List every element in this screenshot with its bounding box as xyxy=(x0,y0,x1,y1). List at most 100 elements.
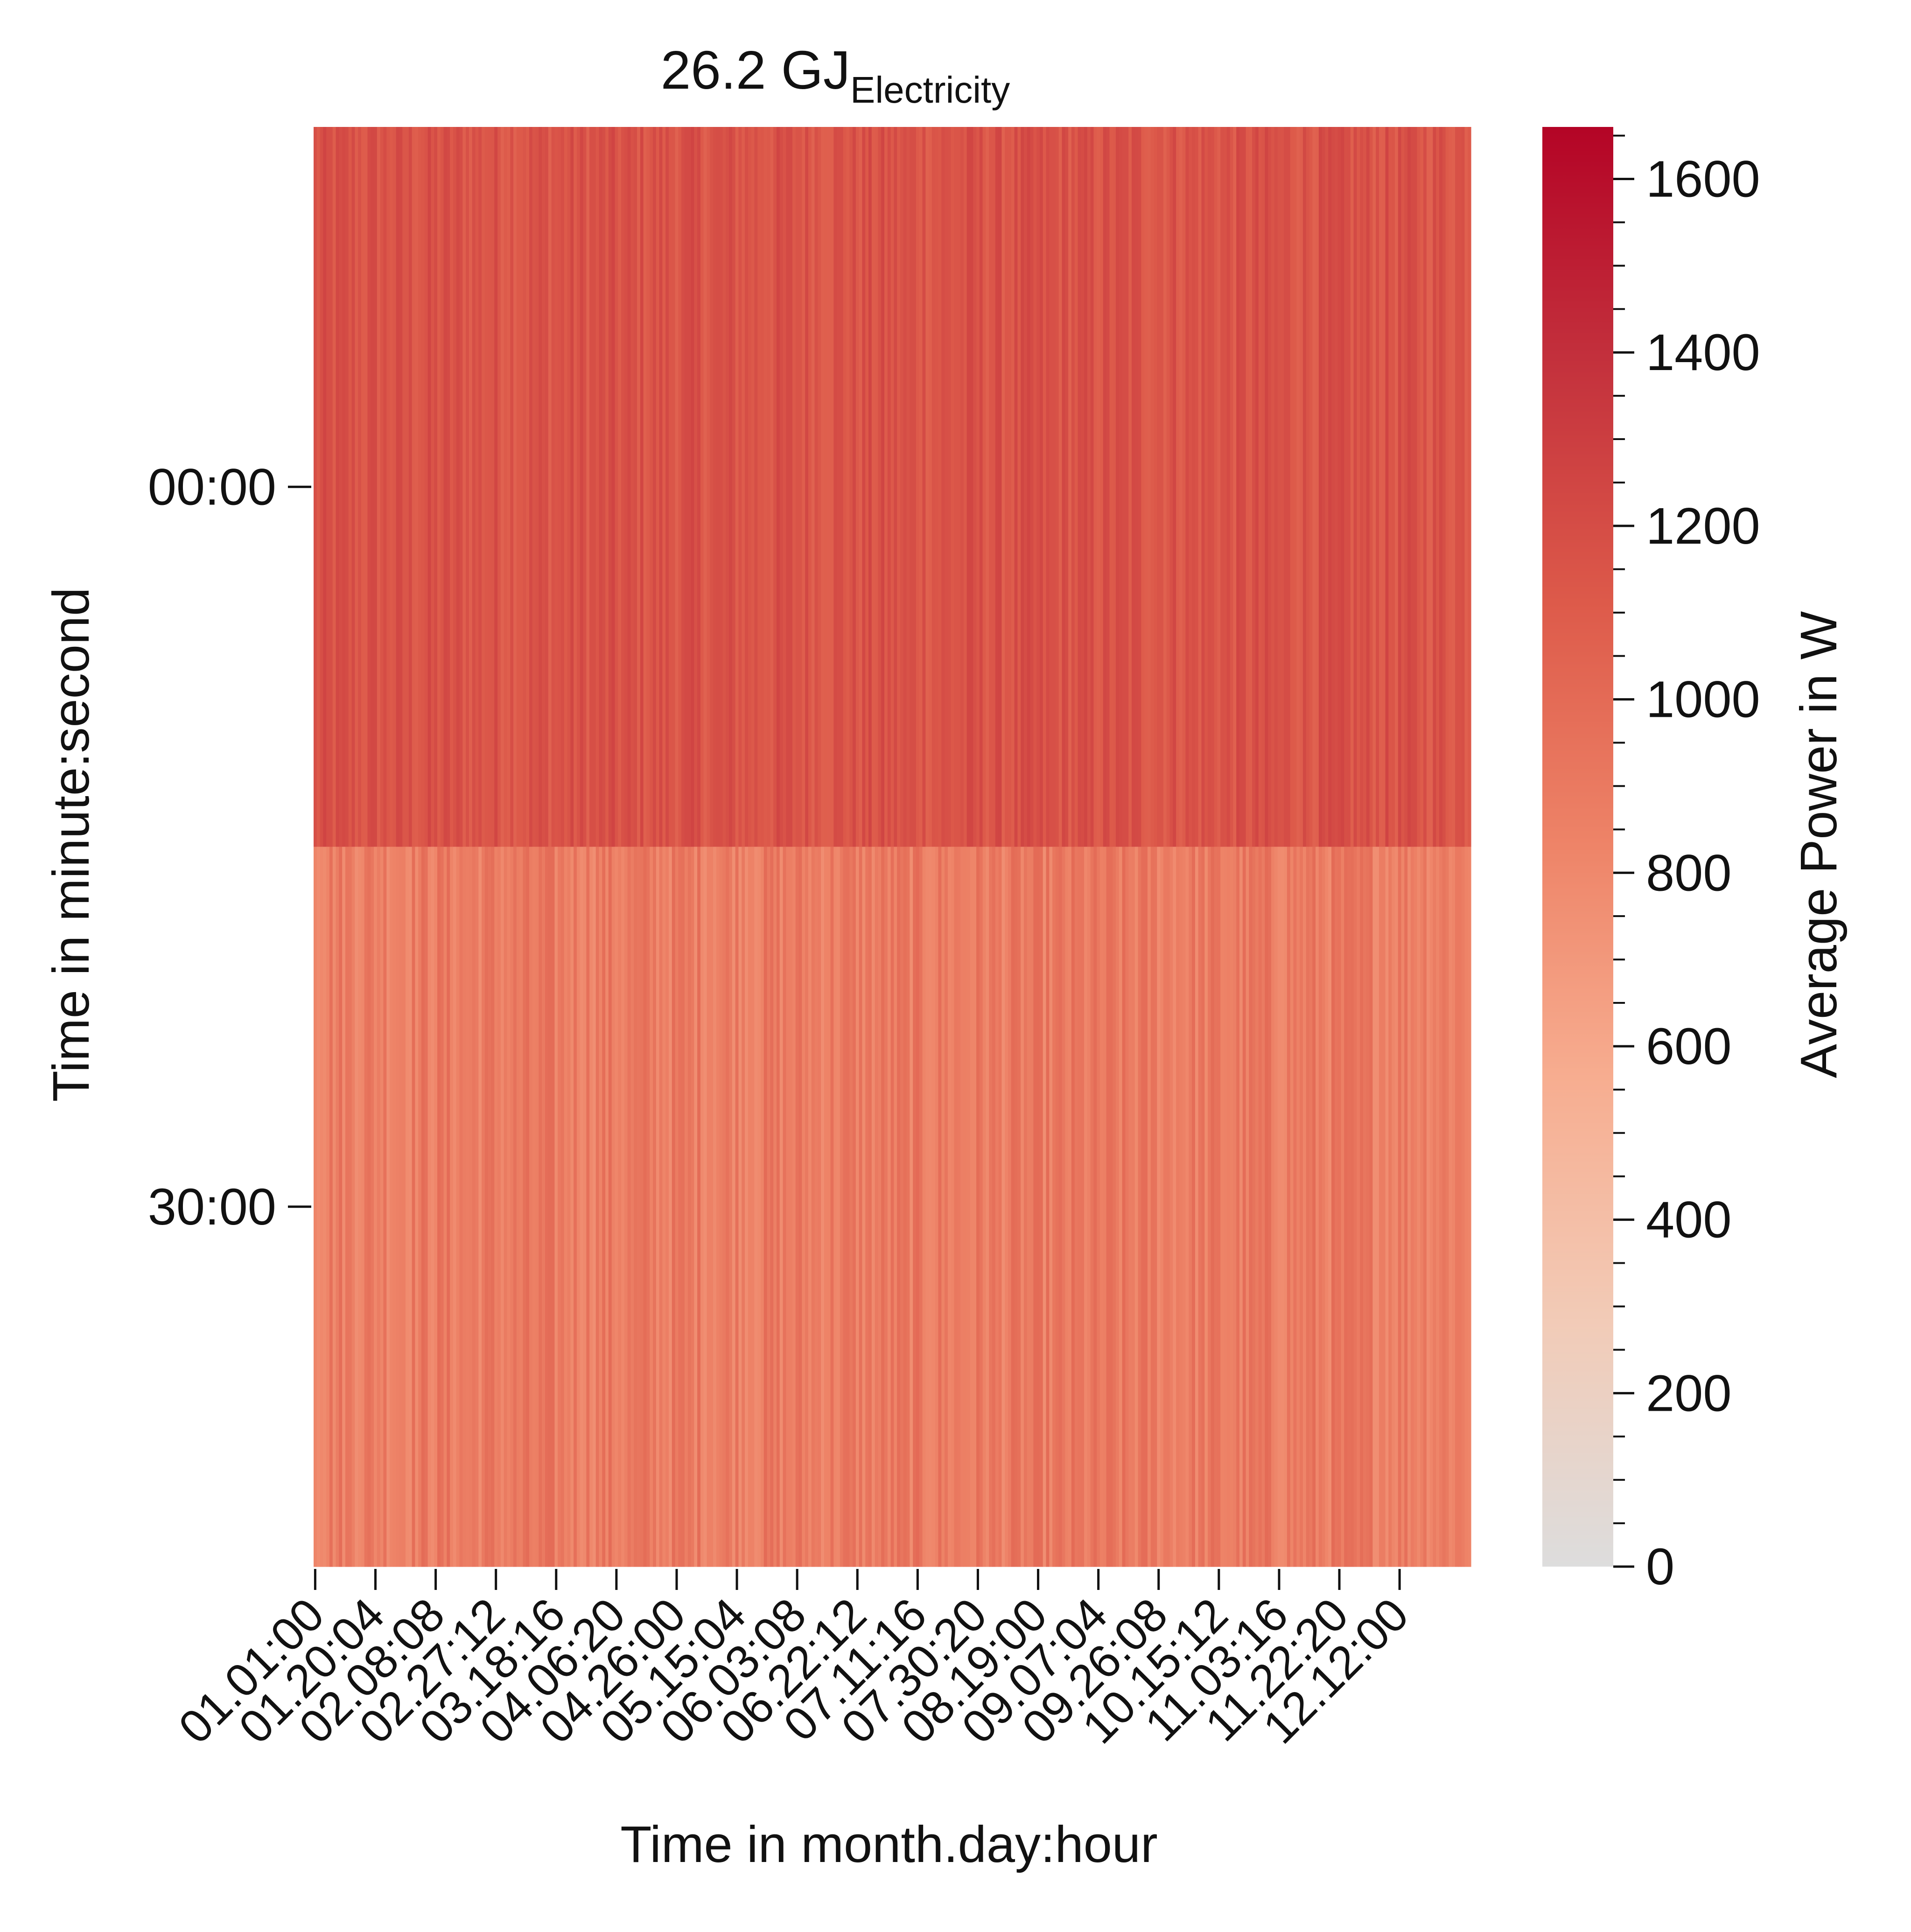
heatmap-cell xyxy=(1316,127,1319,847)
heatmap-cell xyxy=(982,127,987,847)
heatmap-cell xyxy=(973,127,977,847)
heatmap-cell xyxy=(361,127,365,847)
heatmap-cell xyxy=(1455,847,1459,1567)
heatmap-cell xyxy=(827,847,831,1567)
heatmap-cell xyxy=(542,847,546,1567)
heatmap-cell xyxy=(767,127,771,847)
heatmap-cell xyxy=(494,127,498,847)
heatmap-cell xyxy=(336,847,339,1567)
heatmap-cell xyxy=(1312,127,1316,847)
heatmap-cell xyxy=(707,847,710,1567)
colorbar-tick-label: 1600 xyxy=(1646,151,1760,208)
heatmap-cell xyxy=(560,847,565,1567)
colorbar-tick-label: 400 xyxy=(1646,1191,1732,1249)
heatmap-cell xyxy=(329,127,333,847)
heatmap-cell xyxy=(513,127,517,847)
heatmap-cell xyxy=(412,127,416,847)
heatmap-cell xyxy=(364,847,368,1567)
heatmap-cell xyxy=(497,127,501,847)
heatmap-cell xyxy=(783,847,786,1567)
heatmap-cell xyxy=(1274,847,1278,1567)
heatmap-cell xyxy=(1433,127,1436,847)
title-subscript: Electricity xyxy=(850,69,1010,111)
heatmap-cell xyxy=(916,127,920,847)
heatmap-cell xyxy=(1414,127,1418,847)
heatmap-cell xyxy=(402,847,406,1567)
heatmap-cell xyxy=(840,847,844,1567)
heatmap-cell xyxy=(627,127,631,847)
heatmap-cell xyxy=(1087,847,1091,1567)
heatmap-cell xyxy=(1154,127,1157,847)
heatmap-cell xyxy=(374,847,378,1567)
heatmap-cell xyxy=(1128,127,1132,847)
heatmap-cell xyxy=(1023,127,1028,847)
heatmap-cell xyxy=(792,127,796,847)
heatmap-cell xyxy=(1429,847,1434,1567)
heatmap-cell xyxy=(1284,127,1288,847)
heatmap-cell xyxy=(821,847,825,1567)
heatmap-cell xyxy=(710,847,714,1567)
heatmap-cell xyxy=(792,847,796,1567)
heatmap-cell xyxy=(687,127,692,847)
heatmap-cell xyxy=(1208,847,1211,1567)
heatmap-cell xyxy=(1423,847,1427,1567)
heatmap-cell xyxy=(1363,127,1367,847)
heatmap-cell xyxy=(1258,847,1262,1567)
heatmap-cell xyxy=(970,127,973,847)
heatmap-cell xyxy=(871,127,875,847)
heatmap-cell xyxy=(1163,847,1167,1567)
heatmap-cell xyxy=(1369,127,1373,847)
heatmap-cell xyxy=(719,127,723,847)
heatmap-cell xyxy=(1388,127,1392,847)
heatmap-cell xyxy=(837,127,840,847)
heatmap-cell xyxy=(1420,127,1424,847)
heatmap-cell xyxy=(957,847,961,1567)
heatmap-cell xyxy=(1141,847,1145,1567)
heatmap-cell xyxy=(910,127,913,847)
heatmap-cell xyxy=(1347,847,1351,1567)
heatmap-cell xyxy=(497,847,501,1567)
heatmap-cell xyxy=(659,847,663,1567)
heatmap-cell xyxy=(814,847,818,1567)
heatmap-cell xyxy=(599,847,602,1567)
heatmap-cell xyxy=(605,847,609,1567)
heatmap-cell xyxy=(941,847,945,1567)
heatmap-cell xyxy=(1281,847,1284,1567)
heatmap-cell xyxy=(1242,127,1246,847)
heatmap-cell xyxy=(399,127,403,847)
heatmap-cell xyxy=(640,127,644,847)
heatmap-cell xyxy=(532,847,536,1567)
heatmap-cell xyxy=(1043,847,1047,1567)
heatmap-cell xyxy=(1341,847,1344,1567)
heatmap-cell xyxy=(320,127,323,847)
heatmap-cell xyxy=(1109,127,1113,847)
heatmap-cell xyxy=(478,127,482,847)
heatmap-cell xyxy=(1372,127,1376,847)
heatmap-cell xyxy=(599,127,602,847)
heatmap-cell xyxy=(348,847,352,1567)
heatmap-cell xyxy=(316,127,321,847)
heatmap-cell xyxy=(1008,127,1012,847)
heatmap-cell xyxy=(1445,127,1449,847)
heatmap-cell xyxy=(992,127,996,847)
heatmap-cell xyxy=(979,847,983,1567)
heatmap-cell xyxy=(729,127,733,847)
colorbar-tick-label: 1000 xyxy=(1646,671,1760,728)
heatmap-cell xyxy=(390,847,393,1567)
heatmap-cell xyxy=(621,127,625,847)
heatmap-cell xyxy=(450,127,454,847)
heatmap-cell xyxy=(1449,847,1452,1567)
heatmap-cell xyxy=(1357,127,1360,847)
heatmap-cell xyxy=(386,847,390,1567)
heatmap-cell xyxy=(1442,847,1446,1567)
heatmap-cell xyxy=(1125,127,1129,847)
heatmap-cell xyxy=(526,127,530,847)
heatmap-cell xyxy=(456,127,460,847)
heatmap-cell xyxy=(624,847,628,1567)
heatmap-cell xyxy=(646,127,650,847)
heatmap-cell xyxy=(1144,847,1148,1567)
heatmap-cell xyxy=(615,847,618,1567)
heatmap-cell xyxy=(554,127,558,847)
heatmap-cell xyxy=(738,847,742,1567)
heatmap-cell xyxy=(402,127,406,847)
